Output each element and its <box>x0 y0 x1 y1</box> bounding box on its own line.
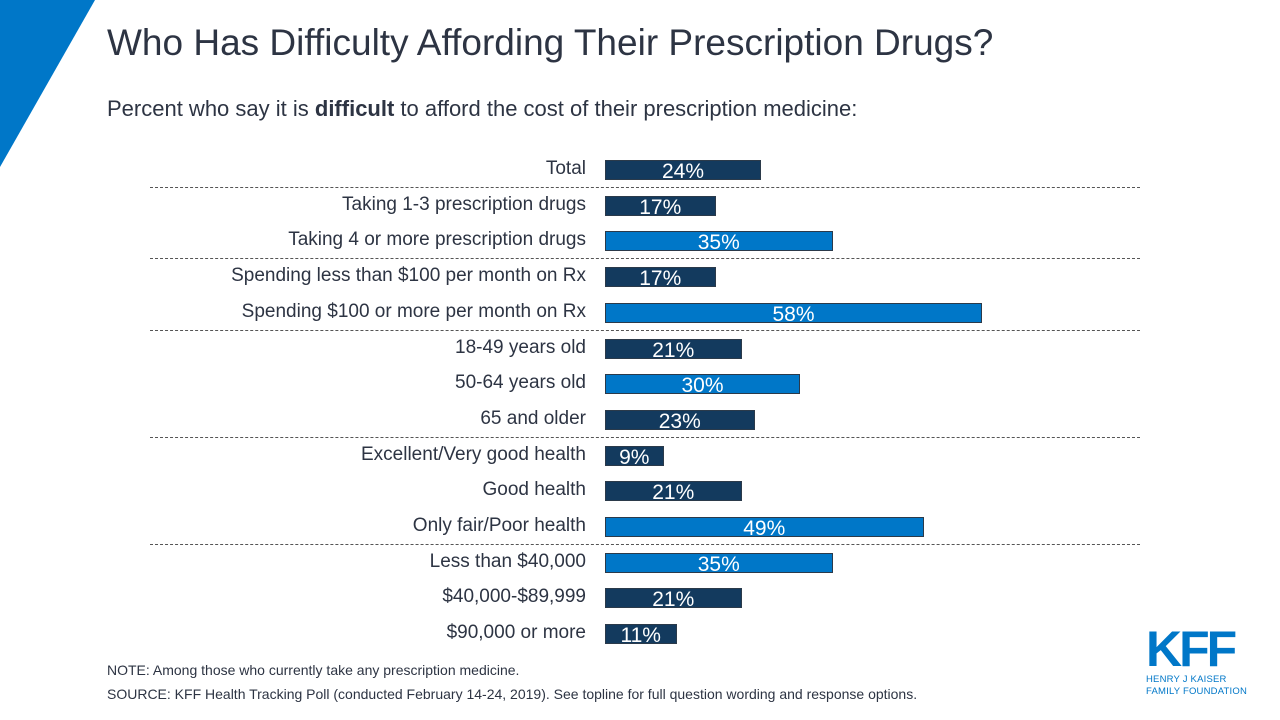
data-label: 21% <box>652 338 695 362</box>
data-label: 24% <box>661 160 705 183</box>
category-label: Less than $40,000 <box>429 550 586 572</box>
group-divider <box>150 329 1140 331</box>
category-label: Spending less than $100 per month on Rx <box>231 265 586 287</box>
group-divider <box>150 258 1140 260</box>
bar: 11% <box>605 624 677 648</box>
chart-subtitle: Percent who say it is difficult to affor… <box>107 96 857 122</box>
data-label: 58% <box>772 302 815 326</box>
data-label: 35% <box>697 231 740 255</box>
category-label: 18-49 years old <box>455 336 586 358</box>
logo-line-2: FAMILY FOUNDATION <box>1146 686 1248 697</box>
subtitle-text: Percent who say it is <box>107 96 315 121</box>
bar: 17% <box>605 267 716 291</box>
data-label: 21% <box>652 481 695 505</box>
bar: 21% <box>605 481 742 505</box>
kff-logo: KFF HENRY J KAISER FAMILY FOUNDATION <box>1146 624 1247 698</box>
category-label: Spending $100 or more per month on Rx <box>241 300 586 322</box>
bar: 21% <box>605 338 742 362</box>
data-label: 49% <box>743 517 786 540</box>
footnote: NOTE: Among those who currently take any… <box>107 662 520 678</box>
data-label: 17% <box>639 195 682 219</box>
bar: 24% <box>605 160 761 183</box>
bar: 49% <box>605 517 924 540</box>
category-label: Total <box>545 158 586 179</box>
data-label: 17% <box>639 267 682 291</box>
category-label: 50-64 years old <box>455 372 586 394</box>
data-label: 21% <box>652 588 695 612</box>
bar: 9% <box>605 445 664 469</box>
category-label: 65 and older <box>480 407 586 429</box>
corner-accent-triangle <box>0 0 95 167</box>
logo-line-1: HENRY J KAISER <box>1146 674 1227 685</box>
category-label: Good health <box>482 479 586 501</box>
category-label: Taking 4 or more prescription drugs <box>288 229 586 251</box>
subtitle-text-end: to afford the cost of their prescription… <box>394 96 858 121</box>
group-divider <box>150 186 1140 188</box>
data-label: 35% <box>697 552 740 576</box>
data-label: 11% <box>620 624 661 648</box>
page-title: Who Has Difficulty Affording Their Presc… <box>107 22 994 63</box>
category-label: Taking 1-3 prescription drugs <box>342 193 586 215</box>
bar: 58% <box>605 302 982 326</box>
data-label: 23% <box>658 409 701 433</box>
bar: 23% <box>605 409 755 433</box>
group-divider <box>150 543 1140 545</box>
category-label: $90,000 or more <box>446 622 586 644</box>
data-label: 9% <box>619 445 650 469</box>
bar: 35% <box>605 231 833 255</box>
category-label: Excellent/Very good health <box>361 443 586 465</box>
subtitle-bold: difficult <box>314 96 395 121</box>
source-note: SOURCE: KFF Health Tracking Poll (conduc… <box>107 686 918 702</box>
bar: 21% <box>605 588 742 612</box>
data-label: 30% <box>681 374 724 398</box>
logo-mark: KFF <box>1146 621 1237 677</box>
bar: 30% <box>605 374 800 398</box>
bar: 17% <box>605 195 716 219</box>
bar: 35% <box>605 552 833 576</box>
group-divider <box>150 436 1140 438</box>
category-label: Only fair/Poor health <box>412 515 586 536</box>
category-label: $40,000-$89,999 <box>442 586 586 608</box>
